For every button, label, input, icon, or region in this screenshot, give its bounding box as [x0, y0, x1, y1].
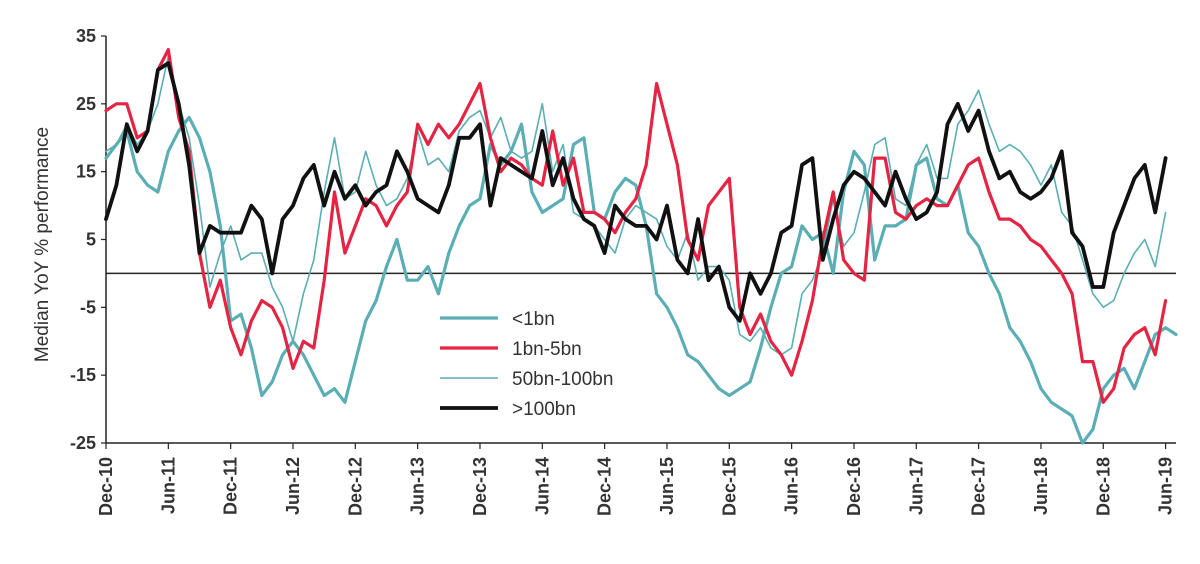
x-tick-label: Jun-12	[283, 457, 303, 515]
x-tick-label: Dec-18	[1093, 457, 1113, 516]
y-tick-label: 35	[76, 26, 96, 46]
series-line-0	[104, 115, 1178, 445]
legend-label-1: 1bn-5bn	[512, 339, 582, 360]
x-tick-label: Dec-17	[969, 457, 989, 516]
x-tick-label: Jun-11	[158, 457, 178, 514]
x-tick-label: Dec-13	[470, 457, 490, 516]
x-tick-label: Jun-18	[1031, 457, 1051, 515]
x-tick-label: Jun-19	[1156, 457, 1176, 515]
legend: <1bn 1bn-5bn 50bn-100bn >100bn	[440, 309, 613, 420]
x-tick-label: Dec-10	[96, 457, 116, 516]
y-tick-label: 25	[76, 94, 96, 114]
x-tick-label: Dec-11	[221, 457, 241, 515]
x-tick-label: Jun-14	[532, 457, 552, 515]
x-tick-label: Dec-15	[719, 457, 739, 516]
series-line-2	[105, 55, 1167, 356]
x-tick-label: Dec-16	[844, 457, 864, 516]
y-tick-label: -5	[80, 297, 96, 317]
series-layer	[104, 48, 1178, 445]
x-tick-label: Dec-14	[595, 457, 615, 516]
x-tick-label: Jun-15	[657, 457, 677, 515]
y-tick-label: 5	[86, 230, 96, 250]
legend-label-0: <1bn	[512, 309, 555, 330]
series-line-3	[104, 61, 1168, 323]
legend-label-2: 50bn-100bn	[512, 369, 613, 390]
y-tick-label: 15	[76, 162, 96, 182]
x-tick-label: Dec-12	[345, 457, 365, 516]
x-tick-label: Jun-16	[782, 457, 802, 515]
series-line-1	[104, 48, 1168, 404]
legend-label-3: >100bn	[512, 399, 576, 420]
y-tick-label: -15	[70, 365, 96, 385]
y-tick-label: -25	[70, 433, 96, 453]
x-tick-label: Jun-17	[906, 457, 926, 515]
y-axis-title: Median YoY % performance	[32, 127, 53, 362]
x-tick-label: Jun-13	[408, 457, 428, 515]
